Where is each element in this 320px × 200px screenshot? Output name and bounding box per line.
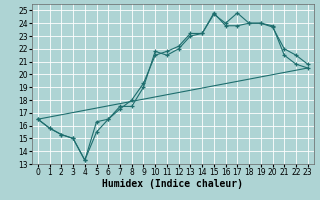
X-axis label: Humidex (Indice chaleur): Humidex (Indice chaleur) [102, 179, 243, 189]
